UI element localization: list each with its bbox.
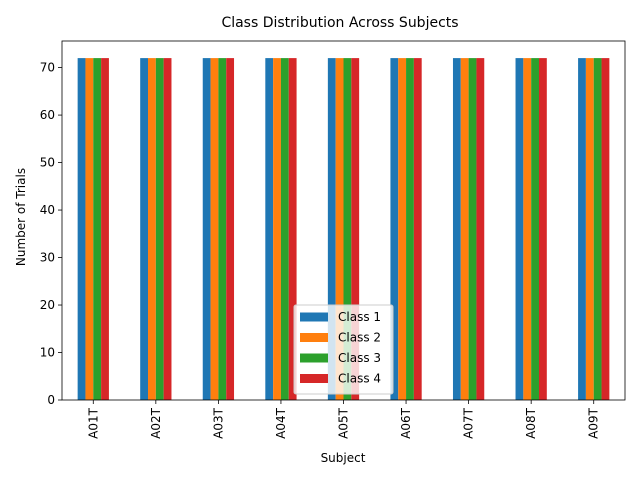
bars-layer <box>77 58 610 400</box>
x-tick-label: A09T <box>587 407 601 438</box>
legend-item-label: Class 1 <box>338 310 381 324</box>
bar-a05t-class-3 <box>343 58 352 400</box>
bar-a05t-class-1 <box>327 58 336 400</box>
bar-a09t-class-1 <box>578 58 586 400</box>
bar-a08t-class-3 <box>531 58 539 400</box>
bar-a02t-class-1 <box>140 58 149 400</box>
x-tick-label: A03T <box>211 407 225 438</box>
bar-a06t-class-1 <box>390 58 399 400</box>
chart-title: Class Distribution Across Subjects <box>221 15 458 31</box>
bar-a04t-class-4 <box>288 58 297 400</box>
legend-swatch <box>300 333 328 342</box>
bar-a07t-class-4 <box>476 58 485 400</box>
x-tick-label: A02T <box>149 407 163 438</box>
x-tick-label: A06T <box>399 407 413 438</box>
bar-a05t-class-4 <box>351 58 360 400</box>
bar-a08t-class-4 <box>538 58 547 400</box>
bar-a03t-class-1 <box>202 58 211 400</box>
x-axis-label: Subject <box>321 451 366 465</box>
bar-a09t-class-4 <box>601 58 610 400</box>
bar-a09t-class-2 <box>585 58 594 400</box>
y-tick-label: 50 <box>40 156 55 170</box>
y-tick-label: 70 <box>40 61 55 75</box>
x-tick-label: A04T <box>274 407 288 438</box>
legend-box <box>293 304 394 395</box>
bar-a04t-class-2 <box>273 58 281 400</box>
x-axis: A01T A02T A03T A04T A05T A06T A07T A08T A09T <box>86 400 601 439</box>
bar-a08t-class-2 <box>523 58 532 400</box>
bar-a07t-class-3 <box>468 58 477 400</box>
bar-a03t-class-3 <box>218 58 227 400</box>
bar-a04t-class-3 <box>280 58 289 400</box>
y-tick-label: 0 <box>47 393 55 407</box>
legend-item-label: Class 4 <box>338 372 381 386</box>
bar-a03t-class-4 <box>226 58 235 400</box>
bar-a07t-class-2 <box>460 58 469 400</box>
y-tick-label: 60 <box>40 108 55 122</box>
bar-a06t-class-3 <box>406 58 414 400</box>
legend: Class 1 Class 2 Class 3 Class 4 <box>293 304 394 395</box>
x-tick-label: A07T <box>462 407 476 438</box>
legend-item-label: Class 3 <box>338 351 381 365</box>
bar-a06t-class-4 <box>413 58 422 400</box>
bar-a05t-class-2 <box>335 58 344 400</box>
bar-a02t-class-3 <box>155 58 164 400</box>
bar-a01t-class-3 <box>93 58 102 400</box>
x-tick-label: A08T <box>524 407 538 438</box>
y-tick-label: 40 <box>40 203 55 217</box>
bar-a03t-class-2 <box>210 58 219 400</box>
y-tick-label: 30 <box>40 251 55 265</box>
legend-item-label: Class 2 <box>338 331 381 345</box>
bar-a07t-class-1 <box>452 58 461 400</box>
y-tick-label: 20 <box>40 298 55 312</box>
plot-frame <box>61 40 626 401</box>
bar-a01t-class-2 <box>85 58 94 400</box>
x-tick-label: A01T <box>86 407 100 438</box>
bar-a09t-class-3 <box>593 58 602 400</box>
y-tick-label: 10 <box>40 346 55 360</box>
bar-a01t-class-1 <box>77 58 86 400</box>
legend-swatch <box>300 353 328 363</box>
y-axis: 0 10 20 30 40 50 60 70 <box>40 61 62 407</box>
bar-a02t-class-4 <box>163 58 172 400</box>
legend-swatch <box>300 374 328 383</box>
x-tick-label: A05T <box>337 407 351 438</box>
bar-a01t-class-4 <box>101 58 109 400</box>
legend-swatch <box>300 312 328 322</box>
y-axis-label: Number of Trials <box>14 168 28 266</box>
bar-a02t-class-2 <box>148 58 156 400</box>
bar-a04t-class-1 <box>265 58 274 400</box>
bar-a08t-class-1 <box>515 58 524 400</box>
bar-a06t-class-2 <box>398 58 407 400</box>
